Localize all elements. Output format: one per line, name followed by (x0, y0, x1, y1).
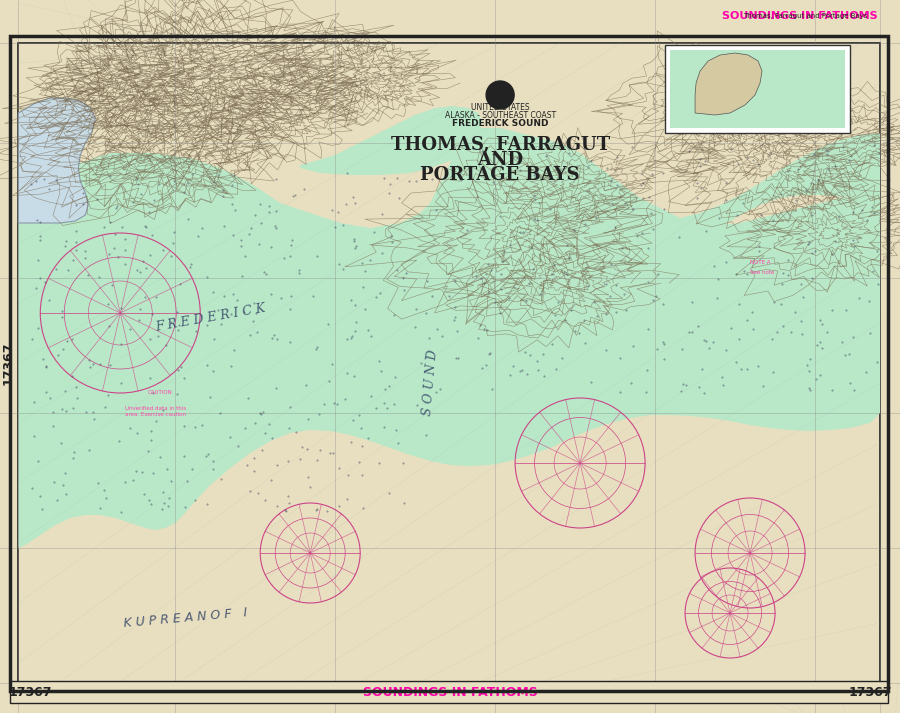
Circle shape (486, 81, 514, 109)
Polygon shape (18, 128, 880, 548)
Polygon shape (301, 106, 482, 175)
Text: Unverified data in this: Unverified data in this (125, 406, 185, 411)
Text: NOTE A: NOTE A (750, 260, 770, 265)
Text: UNITED STATES: UNITED STATES (471, 103, 529, 111)
Bar (665, 45, 850, 133)
Text: PORTAGE BAYS: PORTAGE BAYS (420, 166, 580, 184)
Polygon shape (695, 53, 762, 115)
Text: SOUNDINGS IN FATHOMS: SOUNDINGS IN FATHOMS (723, 11, 878, 21)
Text: AND: AND (477, 151, 523, 169)
Text: SOUNDINGS IN FATHOMS: SOUNDINGS IN FATHOMS (363, 687, 537, 699)
Polygon shape (605, 263, 880, 378)
Bar (10, 681, 888, 703)
Text: 17367: 17367 (849, 687, 892, 699)
Text: ALASKA - SOUTHEAST COAST: ALASKA - SOUTHEAST COAST (445, 111, 555, 120)
Bar (18, 43, 880, 683)
Text: Thomas, Farragut and Portage Bays: Thomas, Farragut and Portage Bays (743, 13, 868, 19)
Polygon shape (18, 98, 95, 223)
Text: S O U N D: S O U N D (421, 349, 439, 416)
Text: 17367: 17367 (8, 687, 52, 699)
Text: FREDERICK SOUND: FREDERICK SOUND (452, 118, 548, 128)
Text: F R E D E R I C K: F R E D E R I C K (154, 302, 266, 334)
Text: See note: See note (750, 270, 774, 275)
Text: area. Exercise caution: area. Exercise caution (125, 413, 185, 418)
Polygon shape (610, 133, 880, 263)
Text: THOMAS, FARRAGUT: THOMAS, FARRAGUT (391, 136, 609, 154)
Text: CAUTION: CAUTION (148, 391, 173, 396)
Text: K U P R E A N O F   I: K U P R E A N O F I (122, 606, 248, 630)
Text: 17367: 17367 (2, 342, 14, 385)
Bar (670, 50, 845, 128)
